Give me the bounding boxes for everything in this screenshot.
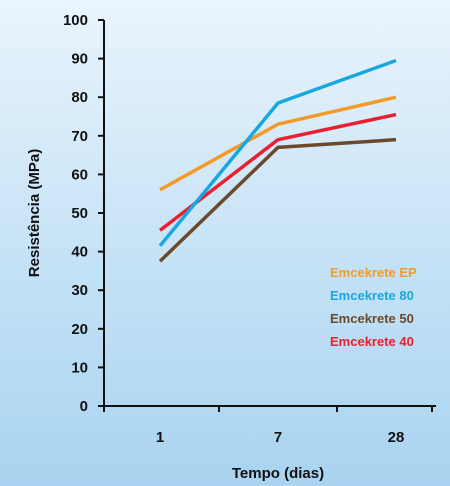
y-tick-label: 0 bbox=[80, 398, 88, 415]
y-axis-title: Resistência (MPa) bbox=[26, 149, 43, 277]
y-tick-label: 100 bbox=[63, 12, 88, 29]
x-axis-ticks: 1 7 28 bbox=[103, 406, 433, 446]
x-tick-label: 1 bbox=[156, 429, 164, 446]
y-tick-label: 50 bbox=[71, 205, 88, 222]
x-axis-title: Tempo (dias) bbox=[232, 465, 324, 482]
y-tick-label: 40 bbox=[71, 244, 88, 261]
y-tick-label: 80 bbox=[71, 89, 88, 106]
x-tick-label: 28 bbox=[388, 429, 405, 446]
y-tick-label: 10 bbox=[71, 359, 88, 376]
x-tick-label: 7 bbox=[274, 429, 282, 446]
series-line-emcekrete-ep bbox=[159, 95, 397, 192]
legend: Emcekrete EP Emcekrete 80 Emcekrete 50 Emce… bbox=[330, 265, 417, 349]
y-tick-label: 60 bbox=[71, 166, 88, 183]
legend-item-emcekrete-40: Emcekrete 40 bbox=[330, 334, 414, 349]
series-line-emcekrete-80 bbox=[158, 58, 397, 247]
legend-item-emcekrete-80: Emcekrete 80 bbox=[330, 288, 414, 303]
series-line-emcekrete-40 bbox=[158, 112, 397, 232]
y-tick-label: 90 bbox=[71, 51, 88, 68]
y-tick-label: 30 bbox=[71, 282, 88, 299]
legend-item-emcekrete-50: Emcekrete 50 bbox=[330, 311, 414, 326]
y-tick-label: 70 bbox=[71, 128, 88, 145]
series-lines bbox=[158, 58, 397, 263]
legend-item-emcekrete-ep: Emcekrete EP bbox=[330, 265, 417, 280]
y-tick-label: 20 bbox=[71, 321, 88, 338]
series-line-emcekrete-50 bbox=[158, 137, 397, 263]
y-axis-ticks: 0 10 20 30 40 50 60 70 80 90 100 bbox=[63, 12, 104, 415]
